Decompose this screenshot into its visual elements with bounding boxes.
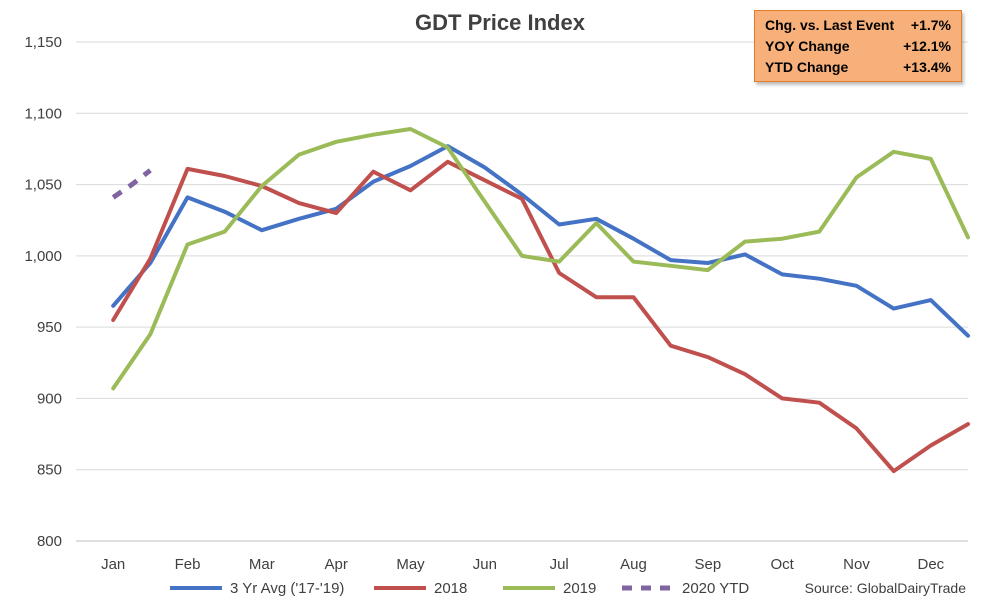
x-tick-label: Mar [249, 556, 275, 573]
chart-title: GDT Price Index [415, 10, 586, 35]
source-label: Source: GlobalDairyTrade [805, 580, 967, 596]
series-line-3 [111, 168, 152, 200]
series-line-1 [111, 159, 970, 474]
y-tick-label: 1,100 [24, 105, 62, 122]
x-tick-label: Jul [550, 556, 569, 573]
y-tick-label: 900 [37, 390, 62, 407]
stat-value: +12.1% [903, 38, 951, 54]
series-layer [111, 127, 970, 474]
x-tick-label: Oct [770, 556, 794, 573]
stat-row-yoy: YOY Change +12.1% [765, 36, 951, 57]
x-tick-label: May [396, 556, 425, 573]
y-tick-label: 800 [37, 533, 62, 550]
stat-label: Chg. vs. Last Event [765, 17, 895, 33]
stat-row-last-event: Chg. vs. Last Event +1.7% [765, 15, 951, 36]
legend-label: 3 Yr Avg ('17-'19) [230, 580, 344, 597]
legend-label: 2019 [563, 580, 596, 597]
stat-label: YOY Change [765, 38, 850, 54]
x-tick-label: Feb [175, 556, 201, 573]
x-tick-label: Sep [694, 556, 721, 573]
stat-label: YTD Change [765, 59, 849, 75]
legend-label: 2020 YTD [682, 580, 749, 597]
stat-value: +1.7% [910, 17, 951, 33]
x-tick-label: Jan [101, 556, 125, 573]
legend: 3 Yr Avg ('17-'19) 2018 2019 2020 YTD [170, 580, 749, 597]
x-tick-label: Aug [620, 556, 647, 573]
legend-label: 2018 [434, 580, 467, 597]
x-tick-label: Apr [324, 556, 347, 573]
y-axis-ticks: 800 850 900 950 1,000 1,050 1,100 1,150 [24, 34, 62, 550]
y-tick-label: 1,150 [24, 34, 62, 51]
x-tick-label: Dec [917, 556, 944, 573]
y-tick-label: 950 [37, 319, 62, 336]
y-tick-label: 1,050 [24, 177, 62, 194]
series-line-0 [111, 144, 970, 338]
x-tick-label: Nov [843, 556, 870, 573]
x-tick-label: Jun [473, 556, 497, 573]
y-tick-label: 1,000 [24, 248, 62, 265]
stat-row-ytd: YTD Change +13.4% [765, 57, 951, 78]
x-axis-ticks: Jan Feb Mar Apr May Jun Jul Aug Sep Oct Nov Dec [101, 556, 945, 573]
stats-box: Chg. vs. Last Event +1.7% YOY Change +12… [754, 10, 962, 82]
y-tick-label: 850 [37, 462, 62, 479]
series-line-2 [111, 127, 970, 391]
grid-layer [76, 41, 968, 542]
stat-value: +13.4% [903, 59, 951, 75]
